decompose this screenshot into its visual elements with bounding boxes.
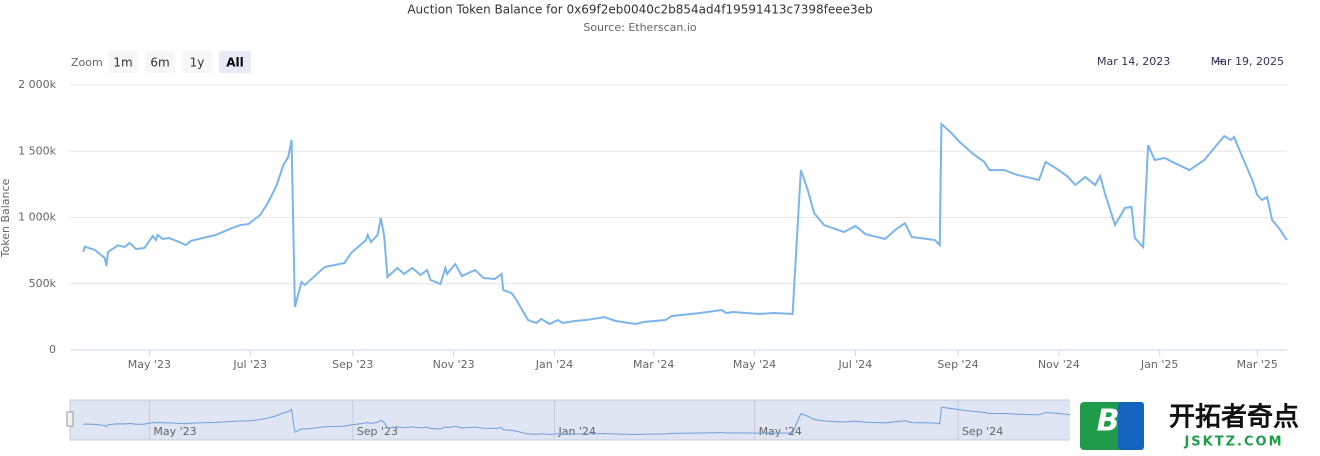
zoom-button[interactable]	[219, 51, 251, 73]
navigator-handle[interactable]	[66, 411, 74, 427]
zoom-button-label[interactable]: 1y	[190, 56, 205, 70]
y-tick-label: 1 500k	[18, 144, 56, 157]
x-tick-label: Jul '24	[838, 358, 873, 371]
y-tick-label: 2 000k	[18, 78, 56, 91]
chart-subtitle: Source: Etherscan.io	[583, 21, 697, 34]
x-tick-label: Mar '25	[1237, 358, 1278, 371]
y-axis-title: Token Balance	[0, 178, 12, 258]
watermark-url: JSKTZ.COM	[1183, 435, 1283, 450]
x-tick-label: May '24	[733, 358, 776, 371]
chart-title: Auction Token Balance for 0x69f2eb0040c2…	[407, 3, 872, 17]
watermark-text: 开拓者奇点	[1169, 402, 1299, 433]
watermark-logo-side	[1118, 402, 1144, 450]
zoom-button-label[interactable]: 6m	[150, 56, 169, 70]
zoom-button[interactable]	[145, 51, 175, 73]
x-tick-label: May '23	[128, 358, 171, 371]
x-tick-label: Mar '24	[633, 358, 674, 371]
zoom-label: Zoom	[71, 56, 103, 69]
x-tick-label: Sep '23	[332, 358, 373, 371]
y-tick-label: 0	[49, 343, 56, 356]
range-separator: →	[1214, 55, 1223, 68]
range-end: Mar 19, 2025	[1211, 55, 1284, 68]
navigator-tick-label: May '24	[759, 425, 802, 438]
line	[82, 121, 1288, 326]
range-start: Mar 14, 2023	[1097, 55, 1170, 68]
navigator-tick-label: Sep '24	[962, 425, 1003, 438]
navigator-tick-label: May '23	[153, 425, 196, 438]
zoom-button[interactable]	[108, 51, 138, 73]
x-tick-label: Nov '23	[433, 358, 475, 371]
zoom-button-label[interactable]: All	[226, 56, 244, 70]
y-tick-label: 1 000k	[18, 211, 56, 224]
navigator-tick-label: Jan '24	[557, 425, 595, 438]
watermark-logo	[1080, 402, 1124, 450]
x-tick-label: Sep '24	[937, 358, 978, 371]
zoom-button-label[interactable]: 1m	[113, 56, 132, 70]
x-tick-label: Jul '23	[232, 358, 267, 371]
x-tick-label: Jan '24	[535, 358, 573, 371]
y-tick-label: 500k	[29, 277, 57, 290]
watermark-logo-letter: B	[1097, 404, 1120, 439]
navigator-tick-label: Sep '23	[357, 425, 398, 438]
zoom-button[interactable]	[182, 51, 212, 73]
x-tick-label: Jan '25	[1140, 358, 1178, 371]
x-tick-label: Nov '24	[1038, 358, 1080, 371]
